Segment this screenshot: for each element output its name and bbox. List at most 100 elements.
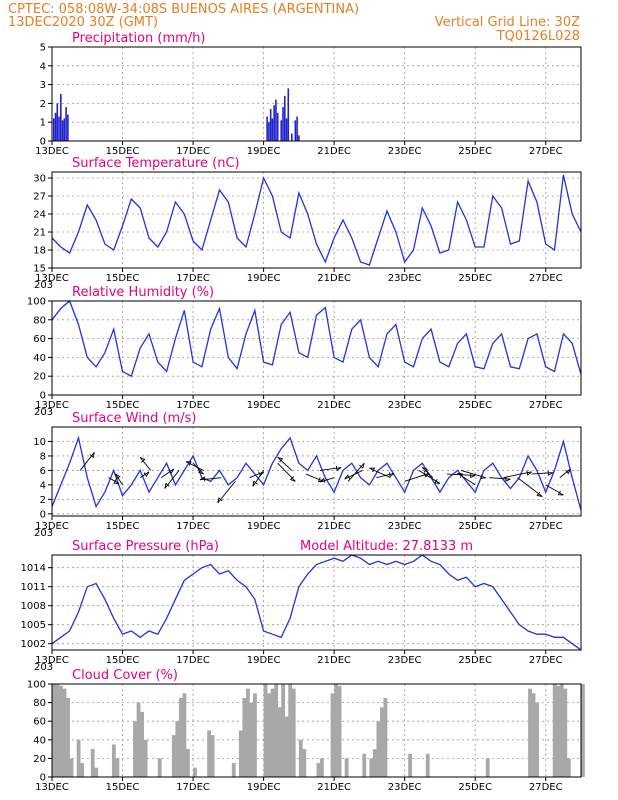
panel-3-wind-arrow bbox=[139, 457, 152, 471]
panel-5-bar bbox=[330, 693, 335, 777]
panel-5-bar bbox=[302, 749, 307, 777]
panel-3-ytick-label: 6 bbox=[40, 466, 46, 477]
panel-3-wind-arrow bbox=[115, 473, 123, 486]
panel-0-bar bbox=[60, 94, 62, 141]
panel-5-bar bbox=[281, 684, 286, 777]
panel-0-bar bbox=[283, 95, 286, 141]
panel-3-wind-arrow bbox=[421, 467, 434, 478]
panel-3-wind-arrow-head bbox=[547, 470, 554, 476]
panel-2-ytick-label: 80 bbox=[33, 315, 46, 326]
panel-5-bar bbox=[55, 684, 60, 777]
panel-3-wind-arrow bbox=[200, 477, 222, 481]
header-station: CPTEC: 058:08W-34:08S BUENOS AIRES (ARGE… bbox=[8, 2, 359, 17]
panel-3-xtick-label: 21DEC bbox=[317, 521, 351, 532]
panel-1-ytick-label: 18 bbox=[33, 246, 46, 257]
panel-1-ytick-label: 30 bbox=[33, 174, 46, 185]
panel-3-wind-arrow bbox=[249, 471, 264, 479]
panel-3-wind-arrow-head bbox=[113, 479, 120, 484]
panel-5-bar bbox=[288, 684, 293, 777]
panel-0-xtick-label: 21DEC bbox=[317, 146, 351, 157]
panel-0-xtick-label: 17DEC bbox=[176, 146, 210, 157]
panel-5-bar bbox=[267, 693, 271, 777]
panel-0-bar bbox=[63, 118, 66, 141]
panel-5-bar bbox=[178, 697, 183, 777]
panel-5-bar bbox=[556, 685, 561, 777]
panel-5-bar bbox=[298, 739, 303, 777]
panel-5-ytick-label: 60 bbox=[33, 717, 46, 728]
panel-5-bar bbox=[369, 758, 374, 777]
panel-5-bar bbox=[182, 693, 187, 777]
panel-5-bar bbox=[320, 758, 324, 777]
panel-0-frame bbox=[51, 46, 582, 142]
panel-3-ytick-label: 4 bbox=[40, 480, 46, 491]
panel-3-frame bbox=[51, 426, 582, 517]
panel-5-bar bbox=[563, 688, 568, 777]
panel-5-ytick-label: 20 bbox=[33, 754, 46, 765]
panel-3-wind-arrow-head bbox=[289, 476, 296, 482]
panel-3-wind-arrow-head bbox=[480, 474, 486, 480]
panel-4-ytick-label: 1011 bbox=[21, 582, 46, 593]
panel-1-xtick-label: 19DEC bbox=[247, 273, 281, 284]
panel-5-bar bbox=[140, 711, 144, 777]
panel-1-ytick-label: 27 bbox=[33, 192, 46, 203]
panel-5-bar bbox=[284, 716, 289, 777]
panel-5-bar bbox=[270, 688, 275, 777]
panel-0-xtick-label: 15DEC bbox=[106, 146, 140, 157]
panel-3-wind-arrow bbox=[418, 470, 441, 484]
panel-3-wind-arrow-head bbox=[505, 476, 511, 482]
panel-5-bar bbox=[253, 693, 257, 777]
panel-5-bar bbox=[136, 702, 141, 777]
panel-1-xtick-label: 17DEC bbox=[176, 273, 210, 284]
panel-5-title: Cloud Cover (%) bbox=[72, 668, 178, 683]
panel-5-bar bbox=[66, 697, 70, 777]
panel-3-wind-arrow bbox=[545, 484, 564, 496]
panel-0-ytick-label: 3 bbox=[40, 80, 46, 91]
panel-5-bar bbox=[90, 749, 95, 777]
panel-5-bar bbox=[207, 730, 211, 777]
panel-3-xtick-label: 23DEC bbox=[388, 521, 422, 532]
panel-1-series-line bbox=[51, 174, 582, 266]
panel-1-ytick-label: 15 bbox=[33, 264, 46, 275]
panel-1-ytick-label: 21 bbox=[33, 228, 46, 239]
panel-3-wind-arrow-head bbox=[470, 473, 476, 479]
panel-0-bar bbox=[275, 99, 277, 141]
panel-3-wind-arrow-head bbox=[185, 461, 192, 466]
panel-5-bar bbox=[408, 753, 413, 777]
panel-2-ytick-label: 20 bbox=[33, 372, 46, 383]
panel-5-bar bbox=[277, 707, 282, 777]
panel-0-bar bbox=[54, 112, 57, 141]
panel-0-bar bbox=[280, 120, 283, 141]
panel-4-ytick-label: 1002 bbox=[21, 639, 46, 650]
panel-3-xtick-label: 27DEC bbox=[529, 521, 563, 532]
panel-0-bar bbox=[287, 88, 290, 141]
panel-5-bar bbox=[344, 758, 349, 777]
panel-3-xtick-label: 15DEC bbox=[106, 521, 140, 532]
panel-5-bar bbox=[157, 758, 162, 777]
panel-5-xtick-label: 21DEC bbox=[317, 782, 351, 793]
panel-3-ytick-label: 2 bbox=[40, 495, 46, 506]
panel-2-xtick-label: 17DEC bbox=[176, 400, 210, 411]
panel-3-wind-arrow-head bbox=[457, 472, 464, 478]
panel-3-xtick-label: 17DEC bbox=[176, 521, 210, 532]
panel-5-bar bbox=[531, 693, 536, 777]
panel-5-bar bbox=[186, 749, 190, 777]
panel-5-bar bbox=[133, 721, 137, 777]
panel-2-ytick-label: 60 bbox=[33, 334, 46, 345]
panel-5-ytick-label: 0 bbox=[40, 773, 46, 784]
panel-5-bar bbox=[528, 688, 532, 777]
panel-3-series-line bbox=[51, 435, 582, 511]
panel-3-wind-arrow-head bbox=[434, 478, 440, 484]
panel-1-frame bbox=[51, 171, 582, 269]
panel-4-xtick-label: 25DEC bbox=[458, 655, 492, 666]
panels-group: 0 1 2 3 4 5 13DEC 15DEC 17DEC 19DEC 21DEC 23DEC 25DE… bbox=[21, 31, 585, 793]
panel-5-bar bbox=[52, 684, 56, 777]
panel-5-bar bbox=[143, 739, 148, 777]
panel-3-wind-arrow bbox=[344, 470, 363, 480]
panel-5-bar bbox=[337, 685, 342, 777]
panel-2-xtick-label: 23DEC bbox=[388, 400, 422, 411]
panel-0-title: Precipitation (mm/h) bbox=[72, 31, 205, 46]
panel-2-ytick-label: 100 bbox=[27, 297, 46, 308]
panel-5-bar bbox=[263, 684, 268, 777]
panel-5-bar bbox=[425, 753, 430, 777]
panel-1-ytick-label: 24 bbox=[33, 210, 46, 221]
